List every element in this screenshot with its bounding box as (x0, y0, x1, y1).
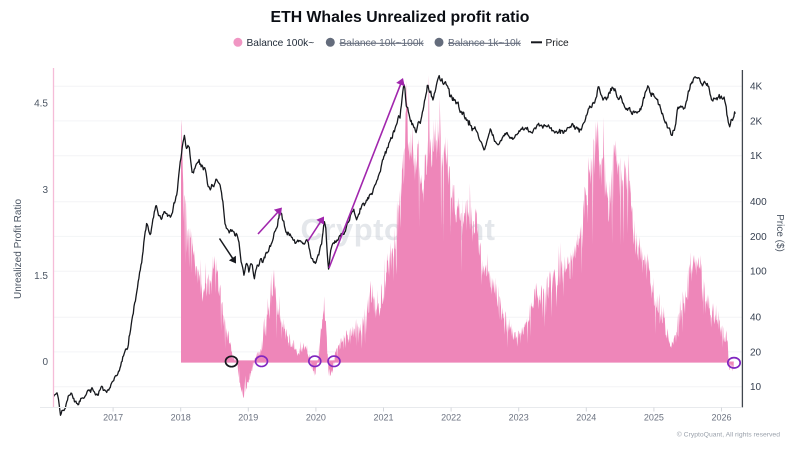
svg-text:2024: 2024 (576, 413, 596, 423)
svg-text:ETH Whales Unrealized profit r: ETH Whales Unrealized profit ratio (271, 9, 530, 26)
svg-text:2019: 2019 (238, 413, 258, 423)
svg-text:20: 20 (750, 347, 762, 358)
svg-text:100: 100 (750, 267, 767, 278)
svg-text:2020: 2020 (306, 413, 326, 423)
svg-text:Unrealized Profit Ratio: Unrealized Profit Ratio (13, 199, 24, 299)
svg-text:40: 40 (750, 313, 762, 324)
svg-text:2018: 2018 (171, 413, 191, 423)
svg-text:200: 200 (750, 232, 767, 243)
svg-text:2K: 2K (750, 116, 763, 127)
svg-text:Balance 100k~: Balance 100k~ (247, 38, 315, 49)
svg-text:10: 10 (750, 382, 762, 393)
svg-text:2026: 2026 (711, 413, 731, 423)
svg-text:© CryptoQuant, All rights rese: © CryptoQuant, All rights reserved (677, 431, 780, 439)
svg-text:4.5: 4.5 (34, 99, 48, 110)
svg-text:2021: 2021 (373, 413, 393, 423)
svg-text:2025: 2025 (644, 413, 664, 423)
svg-text:1K: 1K (750, 151, 763, 162)
svg-text:400: 400 (750, 197, 767, 208)
svg-text:2022: 2022 (441, 413, 461, 423)
svg-text:Price ($): Price ($) (774, 214, 785, 252)
svg-text:Price: Price (546, 38, 570, 49)
svg-text:Balance 1k~10k: Balance 1k~10k (448, 38, 522, 49)
svg-text:4K: 4K (750, 82, 763, 93)
svg-text:0: 0 (42, 357, 48, 368)
svg-text:1.5: 1.5 (34, 271, 48, 282)
svg-text:3: 3 (42, 185, 48, 196)
svg-text:Balance 10k~100k: Balance 10k~100k (340, 38, 425, 49)
svg-text:2023: 2023 (509, 413, 529, 423)
svg-text:2017: 2017 (103, 413, 123, 423)
